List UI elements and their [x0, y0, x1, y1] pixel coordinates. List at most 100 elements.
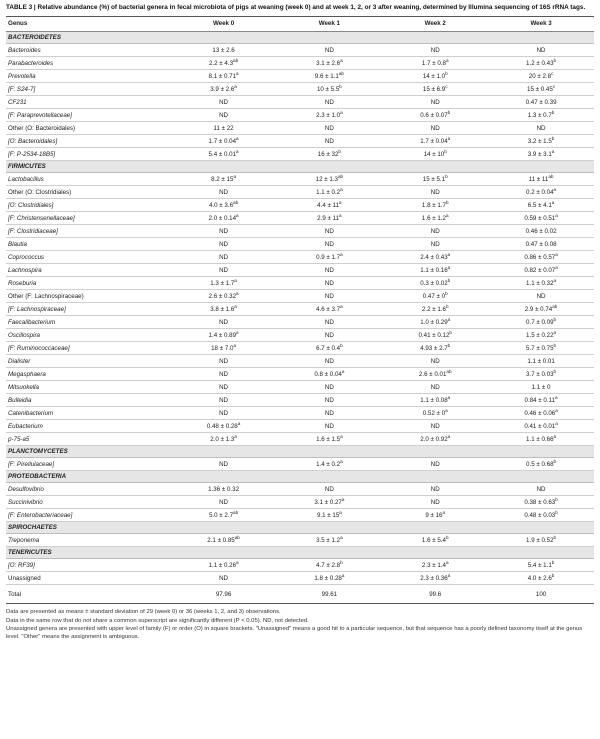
table-row: Faecalibacterium ND ND 1.0 ± 0.29a 0.7 ± 0.0…	[6, 315, 594, 329]
genus-cell: Bulleidia	[6, 393, 171, 407]
value-text: ND	[219, 396, 229, 404]
value-text: ND	[219, 409, 229, 417]
table-row: Lactobacillus 8.2 ± 15a 12 ± 1.3ab 15 ± 5.1…	[6, 172, 594, 186]
value-cell: 8.1 ± 0.71a	[170, 69, 277, 83]
value-cell: 5.0 ± 2.7ab	[170, 508, 277, 522]
value-text: 14 ± 10	[423, 150, 445, 158]
significance-superscript: b	[444, 148, 447, 154]
value-cell: 9 ± 16a	[382, 508, 489, 522]
value-text: 9.1 ± 15	[316, 511, 340, 519]
value-cell: 11 ± 11ab	[488, 172, 594, 186]
significance-superscript: b	[553, 458, 557, 464]
significance-superscript: a	[447, 264, 451, 270]
abundance-table: Genus Week 0 Week 1 Week 2 Week 3 BACTER…	[6, 16, 594, 604]
value-cell: 3.9 ± 2.6a	[170, 82, 277, 96]
table-row: [F: Paraprevotellaceae] ND 2.3 ± 1.0a 0.6 ±…	[6, 108, 594, 122]
value-text: 18 ± 7.0	[211, 344, 234, 352]
value-cell: 1.2 ± 0.43b	[488, 56, 594, 70]
value-cell: ND	[276, 380, 383, 394]
genus-cell: Other (F: Lachnospiraceae)	[6, 289, 171, 303]
significance-superscript: b	[340, 559, 343, 565]
value-cell: ND	[170, 263, 277, 277]
significance-superscript: ab	[337, 173, 344, 179]
value-text: ND	[430, 498, 440, 506]
value-cell: ND	[276, 419, 383, 433]
significance-superscript: a	[340, 534, 343, 540]
genus-cell: [F: Clostridiaceae]	[6, 224, 171, 238]
value-text: ND	[219, 227, 229, 235]
value-cell: ND	[170, 237, 277, 251]
genus-cell: Oscillospira	[6, 328, 171, 342]
value-cell: ND	[170, 95, 277, 109]
table-row: Treponema 2.1 ± 0.85ab 3.5 ± 1.2a 1.6 ± 5.4…	[6, 533, 594, 547]
genus-cell: p-75-a5	[6, 432, 171, 446]
value-cell: 1.1 ± 0.26a	[170, 558, 277, 572]
value-text: ND	[430, 485, 440, 493]
significance-superscript: b	[445, 173, 448, 179]
value-cell: ND	[276, 406, 383, 420]
value-cell: 1.1 ± 0	[488, 380, 594, 394]
genus-cell: CF231	[6, 95, 171, 109]
value-text: ND	[324, 318, 334, 326]
significance-superscript: a	[447, 433, 451, 439]
genus-cell: Roseburia	[6, 276, 171, 290]
value-cell: 0.48 ± 0.03b	[488, 508, 594, 522]
genus-cell: [O: Bacteroidales]	[6, 134, 171, 148]
genus-cell: [F: Pirellulaceae]	[6, 457, 171, 471]
table-row: Desulfovibrio 1.36 ± 0.32 ND ND ND	[6, 482, 594, 496]
value-text: ND	[430, 240, 440, 248]
value-cell: ND	[170, 457, 277, 471]
significance-superscript: b	[338, 148, 341, 154]
value-cell: 1.7 ± 0.8a	[382, 56, 489, 70]
significance-superscript: b	[553, 534, 557, 540]
value-cell: 13 ± 2.6	[170, 43, 277, 57]
value-cell: 2.6 ± 0.01ab	[382, 367, 489, 381]
value-cell: 0.9 ± 1.7a	[276, 250, 383, 264]
value-cell: 0.6 ± 0.07b	[382, 108, 489, 122]
value-text: 0.41 ± 0.01	[524, 422, 556, 430]
value-cell: 1.0 ± 0.29a	[382, 315, 489, 329]
table-row: Mitsuokella ND ND ND 1.1 ± 0	[6, 380, 594, 394]
value-text: ND	[430, 460, 440, 468]
value-cell: ND	[170, 495, 277, 509]
phylum-row: BACTEROIDETES	[6, 31, 594, 44]
value-text: 2.2 ± 1.6	[421, 305, 446, 313]
significance-superscript: a	[447, 135, 451, 141]
value-text: 1.3 ± 0.7	[527, 111, 552, 119]
table-row: [O: Bacteroidales] 1.7 ± 0.04a ND 1.7 ± 0.0…	[6, 134, 594, 148]
value-cell: ND	[276, 289, 383, 303]
value-text: ND	[219, 498, 229, 506]
phylum-row: SPIROCHAETES	[6, 521, 594, 534]
value-cell: 14 ± 10b	[382, 147, 489, 161]
genus-cell: [O: Clostridiales]	[6, 198, 171, 212]
value-cell: ND	[488, 43, 594, 57]
value-text: 15 ± 6.9	[422, 85, 446, 93]
value-text: ND	[324, 240, 334, 248]
value-cell: ND	[382, 121, 489, 135]
value-cell: ND	[382, 354, 489, 368]
value-text: 14 ± 1.0	[422, 72, 446, 80]
value-text: ND	[324, 396, 334, 404]
value-text: ND	[324, 46, 334, 54]
value-cell: 0.48 ± 0.28a	[170, 419, 277, 433]
value-cell: 1.7 ± 0.04a	[170, 134, 277, 148]
significance-superscript: a	[233, 342, 236, 348]
value-text: ND	[324, 331, 334, 339]
value-text: 1.3 ± 1.7	[210, 279, 235, 287]
value-text: 1.1 ± 0.16	[420, 266, 448, 274]
significance-superscript: a	[445, 559, 449, 565]
value-cell: 1.6 ± 1.2a	[382, 211, 489, 225]
value-text: ND	[219, 266, 229, 274]
value-text: 13 ± 2.6	[212, 46, 235, 54]
genus-cell: Other (O: Clostridiales)	[6, 185, 171, 199]
significance-superscript: a	[236, 135, 239, 141]
genus-cell: Catenibacterium	[6, 406, 171, 420]
genus-cell: Desulfovibrio	[6, 482, 171, 496]
significance-superscript: b	[555, 496, 558, 502]
value-text: 0.5 ± 0.68	[526, 460, 554, 468]
header-week-1: Week 1	[276, 16, 383, 32]
significance-superscript: b	[339, 83, 342, 89]
value-text: 1.7 ± 0.04	[420, 137, 448, 145]
genus-cell: Prevotella	[6, 69, 171, 83]
phylum-label: PLANCTOMYCETES	[6, 445, 594, 458]
